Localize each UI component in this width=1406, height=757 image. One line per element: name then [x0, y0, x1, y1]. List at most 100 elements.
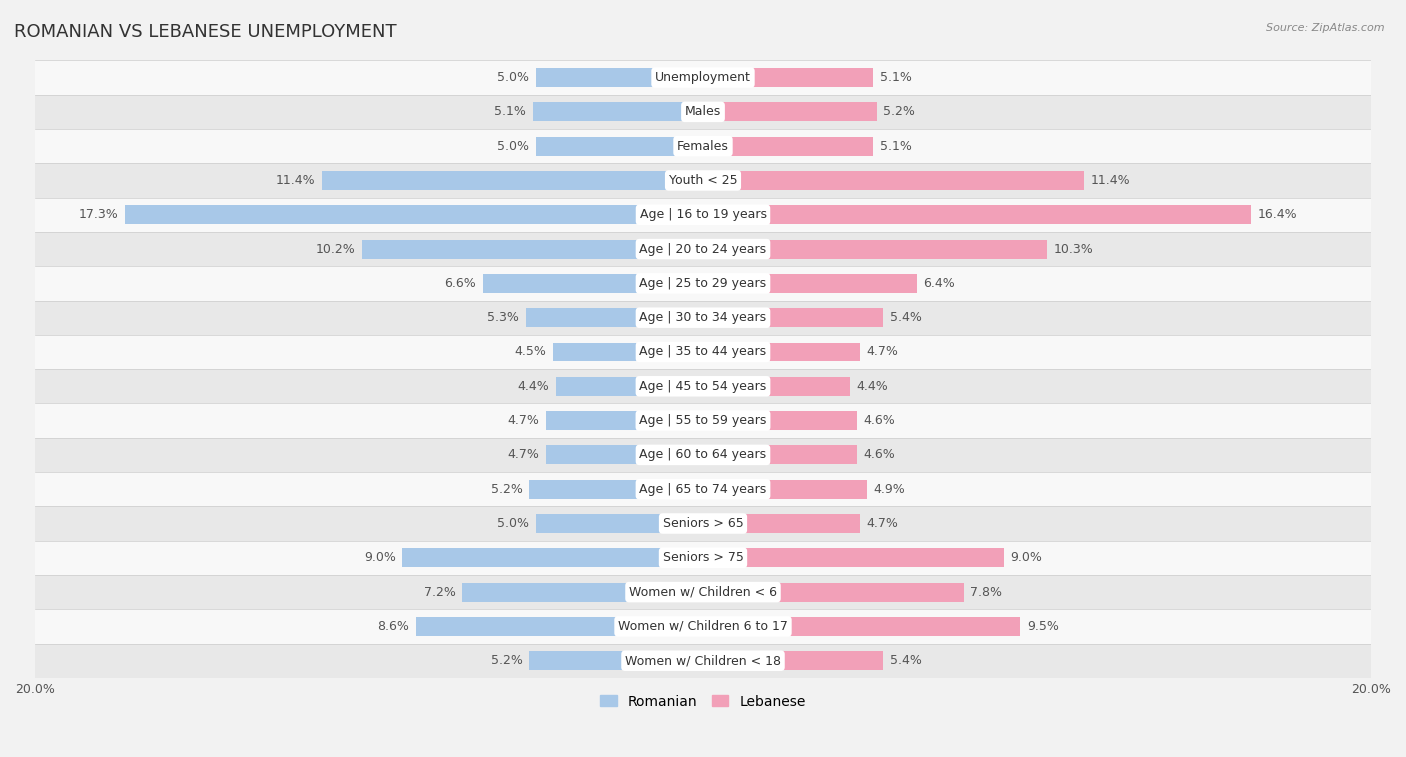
Text: Age | 65 to 74 years: Age | 65 to 74 years	[640, 483, 766, 496]
Text: Seniors > 75: Seniors > 75	[662, 551, 744, 564]
Text: 9.0%: 9.0%	[1011, 551, 1042, 564]
Text: 5.2%: 5.2%	[491, 654, 523, 667]
Bar	[35, 95, 1371, 129]
Bar	[703, 583, 963, 602]
Bar	[35, 61, 1371, 95]
Bar	[463, 583, 703, 602]
Bar	[35, 609, 1371, 643]
Text: Age | 25 to 29 years: Age | 25 to 29 years	[640, 277, 766, 290]
Bar	[35, 301, 1371, 335]
Bar	[553, 343, 703, 361]
Text: 5.1%: 5.1%	[880, 140, 912, 153]
Bar	[35, 506, 1371, 540]
Text: 5.0%: 5.0%	[498, 140, 529, 153]
Text: Women w/ Children < 18: Women w/ Children < 18	[626, 654, 780, 667]
Text: 4.4%: 4.4%	[517, 380, 550, 393]
Bar	[416, 617, 703, 636]
Text: Unemployment: Unemployment	[655, 71, 751, 84]
Bar	[703, 651, 883, 670]
Text: 5.2%: 5.2%	[491, 483, 523, 496]
Bar	[703, 514, 860, 533]
Legend: Romanian, Lebanese: Romanian, Lebanese	[595, 689, 811, 714]
Text: 4.4%: 4.4%	[856, 380, 889, 393]
Bar	[533, 102, 703, 121]
Text: Males: Males	[685, 105, 721, 118]
Bar	[703, 171, 1084, 190]
Text: 5.4%: 5.4%	[890, 311, 922, 324]
Text: 16.4%: 16.4%	[1257, 208, 1298, 221]
Text: 6.6%: 6.6%	[444, 277, 475, 290]
Bar	[536, 514, 703, 533]
Bar	[546, 445, 703, 464]
Text: 8.6%: 8.6%	[377, 620, 409, 633]
Text: 4.7%: 4.7%	[508, 414, 540, 427]
Bar	[703, 617, 1021, 636]
Bar	[35, 335, 1371, 369]
Text: 4.6%: 4.6%	[863, 448, 896, 462]
Bar	[529, 480, 703, 499]
Bar	[703, 480, 866, 499]
Text: Age | 30 to 34 years: Age | 30 to 34 years	[640, 311, 766, 324]
Text: 5.4%: 5.4%	[890, 654, 922, 667]
Text: Age | 16 to 19 years: Age | 16 to 19 years	[640, 208, 766, 221]
Bar	[482, 274, 703, 293]
Bar	[703, 274, 917, 293]
Text: 4.7%: 4.7%	[866, 517, 898, 530]
Bar	[703, 377, 851, 396]
Text: 5.3%: 5.3%	[488, 311, 519, 324]
Text: Source: ZipAtlas.com: Source: ZipAtlas.com	[1267, 23, 1385, 33]
Text: 5.1%: 5.1%	[494, 105, 526, 118]
Text: 4.7%: 4.7%	[508, 448, 540, 462]
Bar	[35, 198, 1371, 232]
Bar	[35, 232, 1371, 266]
Bar	[322, 171, 703, 190]
Text: ROMANIAN VS LEBANESE UNEMPLOYMENT: ROMANIAN VS LEBANESE UNEMPLOYMENT	[14, 23, 396, 41]
Bar	[703, 343, 860, 361]
Bar	[703, 548, 1004, 567]
Bar	[402, 548, 703, 567]
Text: 11.4%: 11.4%	[1091, 174, 1130, 187]
Text: Women w/ Children 6 to 17: Women w/ Children 6 to 17	[619, 620, 787, 633]
Bar	[703, 137, 873, 156]
Bar	[363, 240, 703, 259]
Text: 7.8%: 7.8%	[970, 586, 1002, 599]
Text: 5.1%: 5.1%	[880, 71, 912, 84]
Bar	[546, 411, 703, 430]
Bar	[35, 540, 1371, 575]
Text: Age | 45 to 54 years: Age | 45 to 54 years	[640, 380, 766, 393]
Bar	[703, 68, 873, 87]
Text: 10.2%: 10.2%	[316, 242, 356, 256]
Bar	[703, 205, 1251, 224]
Text: 9.0%: 9.0%	[364, 551, 395, 564]
Text: 10.3%: 10.3%	[1053, 242, 1094, 256]
Text: Women w/ Children < 6: Women w/ Children < 6	[628, 586, 778, 599]
Bar	[35, 643, 1371, 678]
Text: 7.2%: 7.2%	[425, 586, 456, 599]
Bar	[703, 308, 883, 327]
Bar	[35, 266, 1371, 301]
Text: Youth < 25: Youth < 25	[669, 174, 737, 187]
Text: Age | 35 to 44 years: Age | 35 to 44 years	[640, 345, 766, 359]
Text: 4.5%: 4.5%	[515, 345, 546, 359]
Bar	[703, 411, 856, 430]
Bar	[35, 438, 1371, 472]
Text: 9.5%: 9.5%	[1026, 620, 1059, 633]
Bar	[536, 137, 703, 156]
Text: 5.2%: 5.2%	[883, 105, 915, 118]
Bar	[35, 369, 1371, 403]
Bar	[536, 68, 703, 87]
Text: Age | 55 to 59 years: Age | 55 to 59 years	[640, 414, 766, 427]
Bar	[35, 575, 1371, 609]
Text: 17.3%: 17.3%	[79, 208, 118, 221]
Bar	[125, 205, 703, 224]
Text: 4.7%: 4.7%	[866, 345, 898, 359]
Bar	[555, 377, 703, 396]
Bar	[703, 240, 1047, 259]
Text: Age | 60 to 64 years: Age | 60 to 64 years	[640, 448, 766, 462]
Text: 4.6%: 4.6%	[863, 414, 896, 427]
Text: 4.9%: 4.9%	[873, 483, 905, 496]
Bar	[703, 445, 856, 464]
Bar	[35, 129, 1371, 164]
Text: Age | 20 to 24 years: Age | 20 to 24 years	[640, 242, 766, 256]
Text: 6.4%: 6.4%	[924, 277, 955, 290]
